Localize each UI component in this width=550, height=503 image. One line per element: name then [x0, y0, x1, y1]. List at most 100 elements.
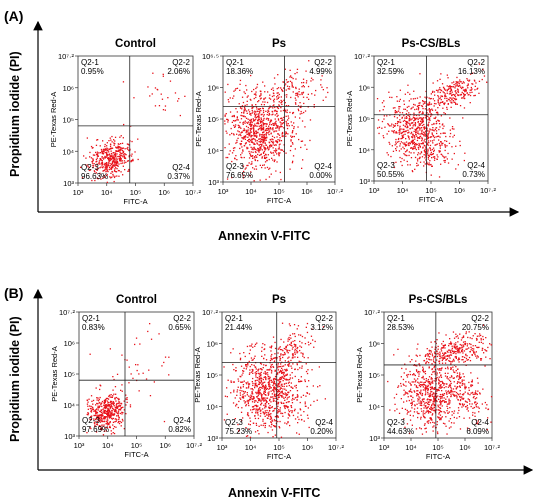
- scatter-point: [259, 382, 262, 384]
- scatter-point: [105, 168, 107, 170]
- scatter-point: [406, 413, 408, 415]
- scatter-point: [424, 132, 426, 135]
- scatter-point: [254, 417, 257, 420]
- scatter-point: [276, 92, 278, 94]
- scatter-point: [437, 135, 439, 138]
- scatter-point: [306, 96, 308, 99]
- scatter-point: [306, 331, 309, 334]
- scatter-point: [439, 372, 441, 374]
- scatter-point: [484, 401, 486, 404]
- scatter-point: [245, 365, 247, 367]
- scatter-point: [442, 358, 444, 360]
- scatter-point: [256, 142, 258, 144]
- scatter-point: [409, 390, 411, 392]
- scatter-point: [95, 413, 97, 415]
- scatter-point: [313, 400, 315, 403]
- scatter-point: [109, 416, 111, 418]
- scatter-point: [431, 140, 434, 142]
- scatter-point: [290, 121, 292, 123]
- scatter-point: [292, 130, 294, 132]
- scatter-point: [260, 153, 262, 155]
- scatter-point: [273, 386, 275, 388]
- scatter-point: [115, 420, 117, 422]
- scatter-point: [400, 382, 402, 385]
- scatter-point: [121, 162, 124, 164]
- scatter-point: [432, 82, 434, 84]
- scatter-point: [244, 120, 246, 122]
- scatter-point: [94, 410, 97, 412]
- scatter-point: [430, 417, 432, 419]
- scatter-point: [471, 391, 474, 394]
- scatter-point: [254, 132, 256, 134]
- scatter-point: [443, 357, 445, 359]
- scatter-point: [434, 394, 436, 396]
- scatter-point: [248, 404, 250, 407]
- scatter-point: [123, 400, 125, 402]
- scatter-point: [466, 343, 469, 345]
- scatter-point: [435, 136, 437, 138]
- scatter-point: [271, 419, 273, 421]
- scatter-point: [276, 110, 278, 112]
- scatter-point: [445, 135, 447, 138]
- scatter-point: [253, 148, 256, 150]
- scatter-point: [258, 154, 261, 156]
- scatter-point: [121, 354, 123, 356]
- scatter-point: [479, 393, 481, 395]
- scatter-point: [118, 422, 121, 425]
- scatter-point: [431, 153, 434, 155]
- scatter-point: [407, 114, 409, 116]
- scatter-point: [249, 396, 252, 399]
- scatter-point: [304, 379, 306, 381]
- scatter-point: [95, 172, 97, 174]
- scatter-point: [440, 395, 442, 398]
- scatter-point: [445, 95, 447, 98]
- scatter-point: [415, 354, 417, 356]
- scatter-point: [108, 148, 110, 151]
- scatter-point: [289, 377, 291, 379]
- scatter-point: [270, 390, 272, 392]
- scatter-point: [260, 363, 263, 365]
- scatter-point: [414, 147, 416, 150]
- scatter-point: [423, 123, 425, 126]
- scatter-point: [149, 323, 151, 325]
- scatter-point: [290, 342, 292, 345]
- scatter-point: [423, 127, 426, 129]
- scatter-point: [102, 150, 104, 153]
- scatter-point: [420, 416, 422, 418]
- scatter-point: [119, 420, 121, 423]
- scatter-point: [424, 108, 426, 110]
- scatter-point: [487, 417, 489, 419]
- scatter-point: [299, 345, 301, 347]
- scatter-point: [284, 68, 286, 70]
- scatter-point: [232, 97, 234, 99]
- scatter-point: [444, 113, 446, 115]
- scatter-point: [422, 100, 424, 103]
- scatter-point: [245, 84, 247, 87]
- scatter-point: [258, 380, 260, 382]
- scatter-point: [459, 372, 461, 374]
- scatter-point: [404, 144, 406, 146]
- scatter-point: [469, 360, 472, 362]
- scatter-point: [461, 397, 463, 399]
- scatter-point: [298, 418, 300, 421]
- scatter-point: [237, 378, 239, 380]
- scatter-point: [423, 126, 425, 128]
- scatter-point: [86, 403, 89, 405]
- scatter-point: [450, 101, 452, 104]
- scatter-point: [279, 121, 281, 123]
- scatter-point: [272, 87, 274, 89]
- scatter-point: [286, 94, 288, 96]
- scatter-point: [248, 400, 250, 402]
- scatter-point: [253, 119, 255, 121]
- scatter-point: [456, 382, 458, 385]
- scatter-point: [245, 136, 247, 138]
- scatter-point: [422, 143, 424, 145]
- scatter-point: [479, 333, 481, 335]
- scatter-point: [285, 401, 288, 404]
- scatter-point: [454, 385, 456, 387]
- scatter-point: [445, 359, 448, 361]
- scatter-point: [430, 395, 432, 397]
- scatter-point: [427, 133, 429, 135]
- scatter-point: [262, 411, 264, 413]
- scatter-point: [417, 104, 419, 107]
